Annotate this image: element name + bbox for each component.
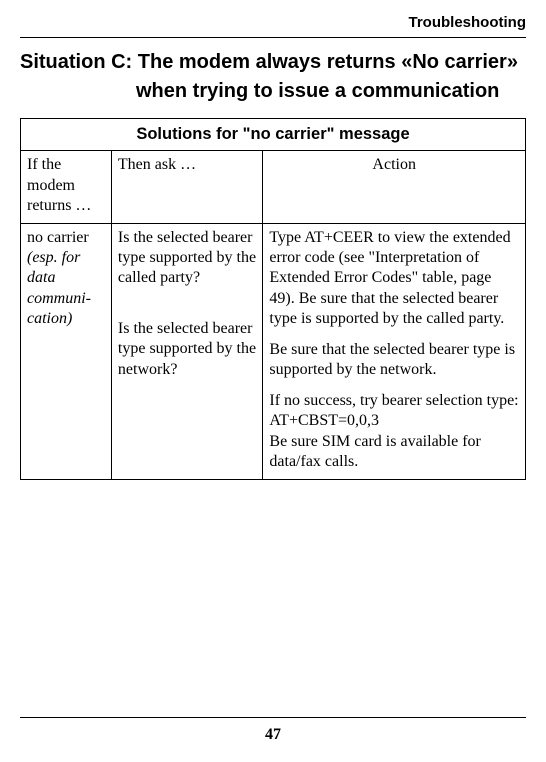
ask-p1: Is the selected bearer type supported by… <box>118 228 257 289</box>
running-head: Troubleshooting <box>20 14 526 31</box>
action-p2: Be sure that the selected bearer type is… <box>269 340 519 381</box>
ask-p2: Is the selected bearer type supported by… <box>118 319 257 380</box>
cell-ask: Is the selected bearer type supported by… <box>111 223 263 479</box>
page-footer: 47 <box>20 717 526 744</box>
table-header-row: If the modem returns … Then ask … Action <box>21 151 526 223</box>
if-line1: no carrier <box>27 229 89 246</box>
situation-title: The modem always returns «No carrier» wh… <box>136 51 518 102</box>
if-line2: (esp. for data communi-cation) <box>27 249 91 327</box>
cell-action: Type AT+CEER to view the extended error … <box>263 223 526 479</box>
situation-prefix: Situation C: <box>20 51 132 73</box>
table-row: no carrier (esp. for data communi-cation… <box>21 223 526 479</box>
cell-if: no carrier (esp. for data communi-cation… <box>21 223 112 479</box>
action-p3b: AT+CBST=0,0,3 <box>269 412 379 429</box>
footer-rule <box>20 717 526 718</box>
table-caption: Solutions for "no carrier" message <box>21 119 526 151</box>
action-p1: Type AT+CEER to view the extended error … <box>269 228 519 330</box>
col-header-ask: Then ask … <box>111 151 263 223</box>
situation-heading: Situation C: The modem always returns «N… <box>20 48 526 106</box>
action-p3: If no success, try bearer selection type… <box>269 391 519 473</box>
action-p3c: Be sure SIM card is available for data/f… <box>269 433 480 470</box>
col-header-if: If the modem returns … <box>21 151 112 223</box>
solutions-table: Solutions for "no carrier" message If th… <box>20 118 526 480</box>
action-p3a: If no success, try bearer selection type… <box>269 392 518 409</box>
table-caption-row: Solutions for "no carrier" message <box>21 119 526 151</box>
top-rule <box>20 37 526 38</box>
page-number: 47 <box>20 726 526 744</box>
col-header-action: Action <box>263 151 526 223</box>
